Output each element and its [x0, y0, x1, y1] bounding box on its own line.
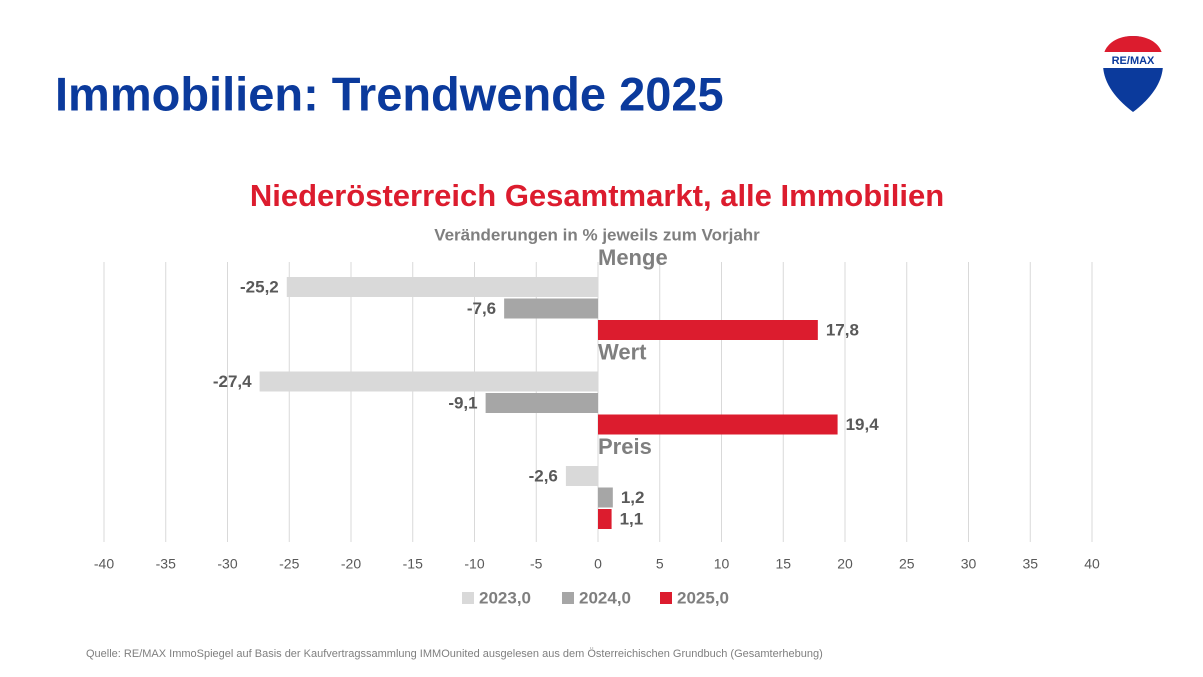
x-tick-label: 15	[775, 556, 791, 572]
source-note: Quelle: RE/MAX ImmoSpiegel auf Basis der…	[86, 648, 823, 660]
data-label: -9,1	[448, 393, 477, 412]
slide-title: Immobilien: Trendwende 2025	[55, 67, 724, 120]
category-label: Menge	[598, 245, 668, 270]
bar	[504, 298, 598, 319]
bar	[485, 393, 598, 413]
legend-swatch	[462, 592, 474, 604]
legend-label: 2025,0	[677, 588, 729, 607]
chart-title: Niederösterreich Gesamtmarkt, alle Immob…	[250, 178, 944, 213]
bar	[598, 320, 818, 340]
x-tick-label: -15	[403, 556, 423, 572]
legend-swatch	[660, 592, 672, 604]
x-tick-label: -25	[279, 556, 299, 572]
data-label: -27,4	[213, 372, 252, 391]
chart-subtitle: Veränderungen in % jeweils zum Vorjahr	[434, 225, 760, 244]
data-label: -7,6	[467, 299, 496, 318]
logo: RE/MAX	[1103, 36, 1163, 112]
legend-label: 2023,0	[479, 588, 531, 607]
x-tick-label: -35	[156, 556, 176, 572]
x-tick-label: 20	[837, 556, 853, 572]
data-label: 17,8	[826, 320, 859, 339]
bar	[598, 414, 838, 435]
logo-text: RE/MAX	[1112, 55, 1155, 67]
bar	[286, 277, 598, 297]
x-tick-label: 0	[594, 556, 602, 572]
x-tick-label: 40	[1084, 556, 1100, 572]
data-label: -25,2	[240, 277, 279, 296]
x-tick-label: 35	[1022, 556, 1038, 572]
x-tick-label: -40	[94, 556, 114, 572]
x-tick-label: 10	[714, 556, 730, 572]
data-label: 19,4	[846, 415, 880, 434]
x-tick-label: -10	[464, 556, 484, 572]
data-label: -2,6	[529, 466, 558, 485]
bar	[259, 371, 598, 392]
x-tick-label: 5	[656, 556, 664, 572]
bar	[598, 509, 612, 529]
data-label: 1,2	[621, 488, 645, 507]
legend-swatch	[562, 592, 574, 604]
bar	[565, 466, 598, 486]
category-label: Wert	[598, 339, 647, 364]
x-tick-label: 30	[961, 556, 977, 572]
x-tick-label: -30	[217, 556, 237, 572]
bar	[598, 487, 613, 508]
balloon-band	[1103, 52, 1163, 68]
category-label: Preis	[598, 434, 652, 459]
x-tick-label: -20	[341, 556, 361, 572]
x-tick-label: -5	[530, 556, 543, 572]
data-label: 1,1	[620, 509, 644, 528]
legend-label: 2024,0	[579, 588, 631, 607]
x-tick-label: 25	[899, 556, 915, 572]
